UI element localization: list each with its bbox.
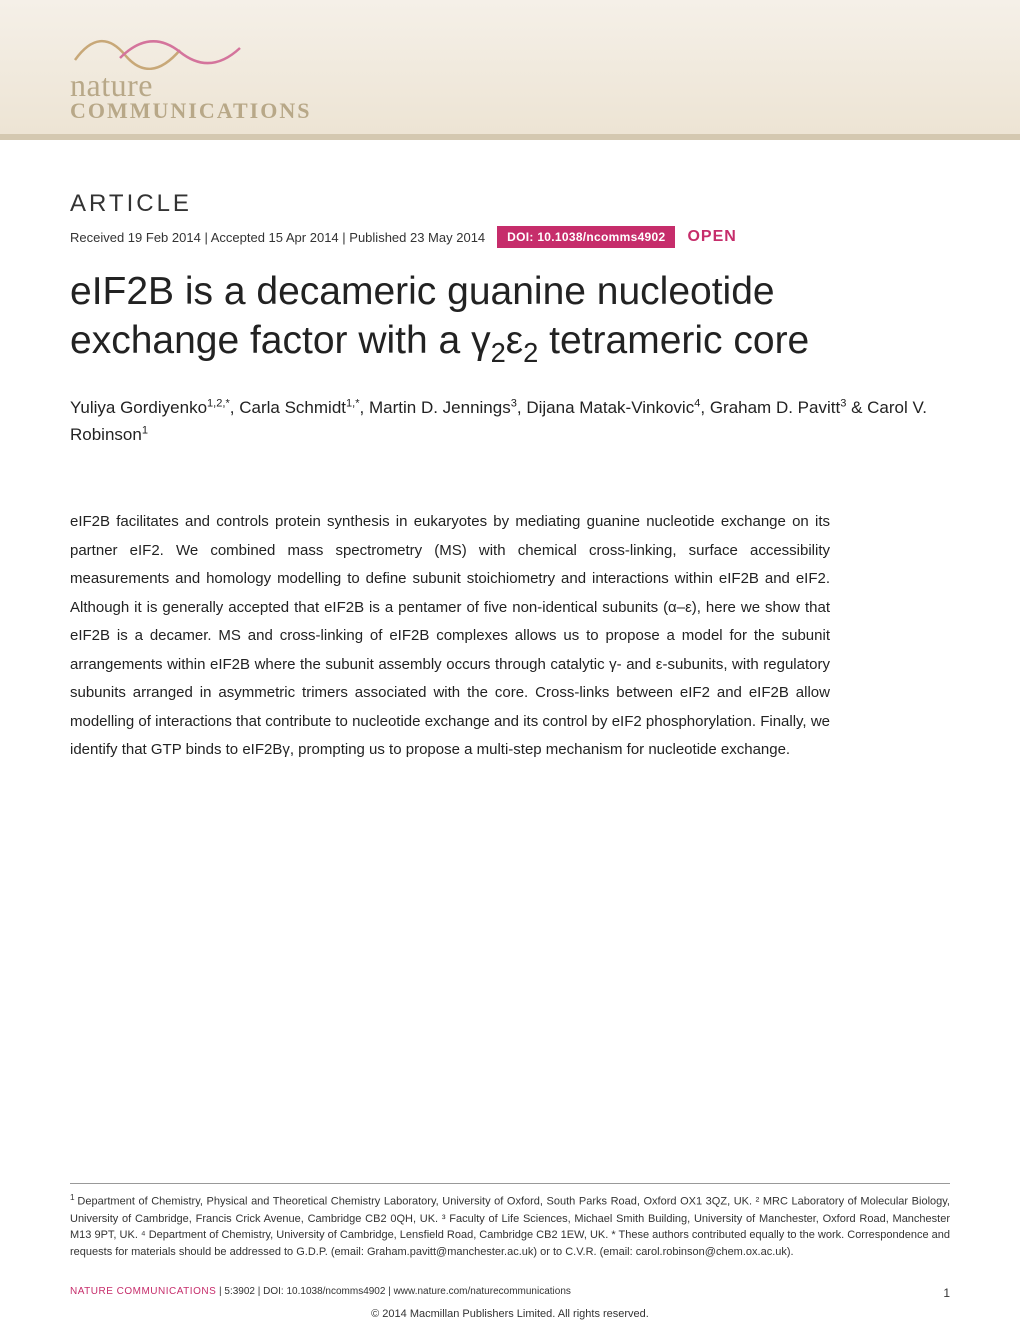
doi-badge: DOI: 10.1038/ncomms4902 bbox=[497, 226, 675, 248]
author-1-star: * bbox=[225, 397, 229, 409]
article-dates: Received 19 Feb 2014 | Accepted 15 Apr 2… bbox=[70, 230, 485, 245]
article-main: ARTICLE Received 19 Feb 2014 | Accepted … bbox=[0, 140, 1020, 765]
journal-logo-text: nature COMMUNICATIONS bbox=[70, 67, 1020, 124]
journal-header: nature COMMUNICATIONS bbox=[0, 0, 1020, 140]
footer-copyright: © 2014 Macmillan Publishers Limited. All… bbox=[70, 1308, 950, 1320]
article-type-label: ARTICLE bbox=[70, 190, 950, 218]
footer-citation-details: | 5:3902 | DOI: 10.1038/ncomms4902 | www… bbox=[216, 1286, 571, 1297]
author-list: Yuliya Gordiyenko1,2,*, Carla Schmidt1,*… bbox=[70, 394, 950, 448]
open-access-badge: OPEN bbox=[687, 228, 736, 246]
author-2: Carla Schmidt bbox=[239, 398, 346, 417]
footer-citation-row: NATURE COMMUNICATIONS | 5:3902 | DOI: 10… bbox=[70, 1286, 950, 1300]
author-4: Dijana Matak-Vinkovic bbox=[526, 398, 694, 417]
title-sub-1: 2 bbox=[491, 337, 506, 368]
author-4-aff: 4 bbox=[694, 397, 700, 409]
title-gamma: γ bbox=[471, 319, 491, 362]
abstract-text: eIF2B facilitates and controls protein s… bbox=[70, 508, 830, 765]
date-accepted: Accepted 15 Apr 2014 bbox=[211, 230, 339, 245]
logo-communications: COMMUNICATIONS bbox=[70, 98, 1020, 124]
author-5-aff: 3 bbox=[840, 397, 846, 409]
date-published: Published 23 May 2014 bbox=[349, 230, 485, 245]
author-1: Yuliya Gordiyenko bbox=[70, 398, 207, 417]
title-sub-2: 2 bbox=[523, 337, 538, 368]
title-epsilon: ε bbox=[506, 319, 523, 362]
author-6-aff: 1 bbox=[142, 424, 148, 436]
page-footer: NATURE COMMUNICATIONS | 5:3902 | DOI: 10… bbox=[70, 1286, 950, 1320]
footer-citation: NATURE COMMUNICATIONS | 5:3902 | DOI: 10… bbox=[70, 1286, 571, 1300]
title-text-2: tetrameric core bbox=[538, 319, 809, 362]
author-3: Martin D. Jennings bbox=[369, 398, 511, 417]
page-number: 1 bbox=[943, 1286, 950, 1300]
author-1-aff: 1,2, bbox=[207, 397, 225, 409]
article-meta-row: Received 19 Feb 2014 | Accepted 15 Apr 2… bbox=[70, 226, 950, 248]
logo-wave-icon bbox=[70, 20, 270, 70]
affiliations-block: 1 Department of Chemistry, Physical and … bbox=[70, 1183, 950, 1260]
author-5: Graham D. Pavitt bbox=[710, 398, 840, 417]
footer-journal-name: NATURE COMMUNICATIONS bbox=[70, 1286, 216, 1297]
author-2-star: * bbox=[355, 397, 359, 409]
affiliations-text: Department of Chemistry, Physical and Th… bbox=[70, 1196, 950, 1258]
date-received: Received 19 Feb 2014 bbox=[70, 230, 201, 245]
article-title: eIF2B is a decameric guanine nucleotide … bbox=[70, 268, 950, 370]
author-2-aff: 1, bbox=[346, 397, 355, 409]
author-3-aff: 3 bbox=[511, 397, 517, 409]
